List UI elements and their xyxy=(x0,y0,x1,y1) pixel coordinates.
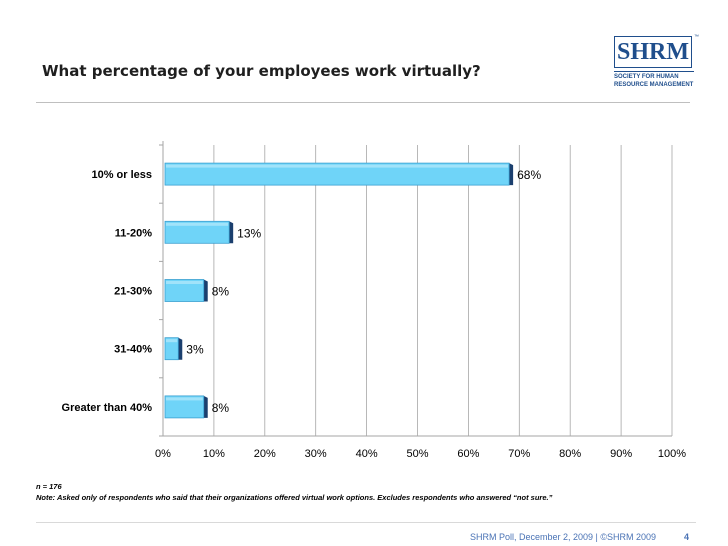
bar-side xyxy=(203,395,208,418)
value-label: 68% xyxy=(517,168,541,182)
bar-highlight xyxy=(166,222,229,226)
bar-highlight xyxy=(166,281,203,284)
category-label: Greater than 40% xyxy=(62,402,153,414)
logo-subtitle-line-2: RESOURCE MANAGEMENT xyxy=(614,82,694,88)
x-tick-label: 100% xyxy=(658,448,686,460)
x-tick-label: 90% xyxy=(610,448,632,460)
value-label: 8% xyxy=(212,401,230,415)
bar-highlight xyxy=(166,164,509,168)
logo-mark: SHRM xyxy=(614,36,692,68)
x-tick-label: 20% xyxy=(254,448,276,460)
page-number: 4 xyxy=(684,532,690,542)
logo-trademark: ™ xyxy=(694,34,699,40)
category-label: 10% or less xyxy=(91,169,152,181)
bar-side xyxy=(509,163,514,186)
value-label: 3% xyxy=(186,343,204,357)
x-tick-label: 70% xyxy=(508,448,530,460)
bar-highlight xyxy=(166,397,203,401)
sample-size-note: n = 176 xyxy=(36,482,62,491)
bar xyxy=(164,395,205,419)
x-tick-label: 60% xyxy=(457,448,479,460)
footer-credit: SHRM Poll, December 2, 2009 | ©SHRM 2009 xyxy=(470,532,657,542)
bar xyxy=(164,162,510,186)
shrm-logo: SHRM ™ SOCIETY FOR HUMAN RESOURCE MANAGE… xyxy=(614,34,699,92)
category-label: 21-30% xyxy=(114,286,152,298)
x-tick-label: 0% xyxy=(155,448,171,460)
x-tick-label: 10% xyxy=(203,448,225,460)
logo-subtitle: SOCIETY FOR HUMAN RESOURCE MANAGEMENT xyxy=(614,71,694,89)
bar-side xyxy=(229,221,234,244)
x-tick-label: 40% xyxy=(356,448,378,460)
bar-highlight xyxy=(166,339,178,343)
bar xyxy=(164,337,179,361)
value-label: 13% xyxy=(237,226,261,240)
bar-side xyxy=(203,279,208,302)
value-label: 8% xyxy=(212,285,230,299)
category-label: 31-40% xyxy=(114,344,152,356)
slide-title: What percentage of your employees work v… xyxy=(42,62,481,80)
x-tick-label: 80% xyxy=(559,448,581,460)
category-label: 11-20% xyxy=(115,227,153,239)
x-tick-label: 50% xyxy=(406,448,428,460)
bar xyxy=(164,220,230,244)
bar-side xyxy=(178,337,183,360)
footnote: Note: Asked only of respondents who said… xyxy=(36,493,553,502)
logo-subtitle-line-1: SOCIETY FOR HUMAN xyxy=(614,74,679,80)
footer-divider xyxy=(36,522,696,523)
title-divider xyxy=(36,102,690,103)
x-tick-label: 30% xyxy=(305,448,327,460)
bar xyxy=(164,279,205,302)
